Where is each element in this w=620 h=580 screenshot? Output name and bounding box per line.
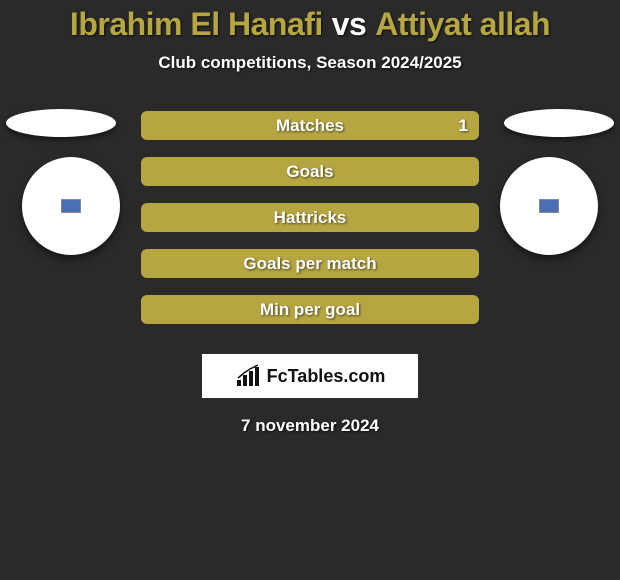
stat-label: Matches	[276, 116, 344, 136]
stat-right-value: 1	[459, 116, 468, 136]
stat-label: Hattricks	[274, 208, 347, 228]
title-player2: Attiyat allah	[375, 6, 550, 42]
flag-icon	[61, 199, 81, 213]
date: 7 november 2024	[0, 416, 620, 436]
player-photo-right	[500, 157, 598, 255]
stat-row-goals: Goals	[141, 157, 479, 186]
infographic-container: Ibrahim El Hanafi vs Attiyat allah Club …	[0, 0, 620, 436]
logo-box: FcTables.com	[202, 354, 418, 398]
stat-row-hattricks: Hattricks	[141, 203, 479, 232]
stat-row-min-per-goal: Min per goal	[141, 295, 479, 324]
flag-icon	[539, 199, 559, 213]
stat-row-goals-per-match: Goals per match	[141, 249, 479, 278]
team-badge-right	[504, 109, 614, 137]
stat-label: Goals	[286, 162, 333, 182]
stat-label: Goals per match	[243, 254, 376, 274]
stat-label: Min per goal	[260, 300, 360, 320]
title-player1: Ibrahim El Hanafi	[70, 6, 323, 42]
title: Ibrahim El Hanafi vs Attiyat allah	[0, 6, 620, 43]
player-photo-left	[22, 157, 120, 255]
stat-rows: Matches 1 Goals Hattricks Goals per matc…	[141, 111, 479, 324]
stats-area: Matches 1 Goals Hattricks Goals per matc…	[0, 111, 620, 324]
stat-row-matches: Matches 1	[141, 111, 479, 140]
logo-text: FcTables.com	[267, 366, 386, 387]
logo-chart-icon	[235, 364, 263, 388]
team-badge-left	[6, 109, 116, 137]
title-vs: vs	[332, 6, 367, 42]
subtitle: Club competitions, Season 2024/2025	[0, 53, 620, 73]
